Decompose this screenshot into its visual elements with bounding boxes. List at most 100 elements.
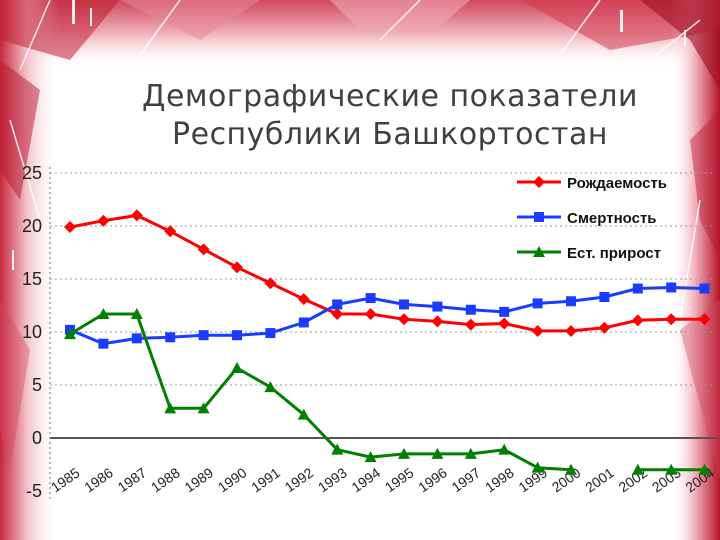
legend-label: Рождаемость (567, 175, 667, 192)
data-point (231, 362, 243, 374)
data-point (98, 338, 109, 349)
series-group (64, 209, 711, 475)
chart-title-line-2: Республики Башкортостан (172, 117, 608, 152)
series-3 (64, 307, 711, 475)
data-point (364, 307, 377, 320)
data-point (531, 324, 544, 337)
series-line-2 (69, 286, 705, 346)
data-point (598, 321, 611, 334)
data-point (297, 408, 310, 420)
legend-marker (534, 212, 544, 222)
x-tick-label: 1988 (148, 464, 183, 495)
data-point (97, 307, 110, 319)
data-point (399, 299, 409, 310)
data-point (431, 447, 444, 459)
data-point (130, 307, 143, 319)
x-tick-label: 2001 (582, 464, 617, 495)
legend-item-3: Ест. прирост (517, 245, 661, 262)
y-tick-label: 15 (22, 269, 42, 289)
data-point (331, 443, 344, 455)
data-point (531, 461, 544, 473)
data-point (197, 402, 210, 414)
x-tick-label: 1989 (181, 464, 216, 495)
data-point (298, 317, 309, 328)
legend-item-2: Смертность (517, 210, 657, 227)
data-point (398, 313, 410, 326)
data-point (165, 332, 176, 343)
x-tick-label: 1996 (415, 464, 450, 495)
data-point (698, 463, 711, 475)
y-tick-labels: 25 20 15 10 5 0 -5 (22, 163, 42, 501)
data-point (464, 447, 477, 459)
y-tick-label: 25 (22, 163, 42, 183)
legend-marker (533, 176, 545, 188)
x-tick-label: 1990 (215, 464, 250, 495)
data-point (164, 402, 177, 414)
data-point (197, 243, 210, 256)
data-point (97, 214, 110, 227)
data-point (565, 324, 577, 337)
y-tick-label: 20 (22, 216, 42, 236)
data-point (398, 447, 410, 459)
x-tick-label: 1985 (48, 464, 83, 495)
data-point (464, 318, 477, 331)
data-point (232, 330, 242, 341)
x-tick-label: 1991 (248, 464, 283, 495)
y-tick-label: 5 (32, 375, 42, 395)
data-point (364, 451, 377, 463)
data-point (64, 221, 76, 234)
data-point (631, 463, 644, 475)
data-point (332, 299, 343, 310)
chart-title-line-1: Демографические показатели (142, 79, 638, 114)
data-point (365, 293, 376, 304)
data-point (565, 463, 577, 475)
data-point (631, 314, 644, 327)
data-point (431, 315, 444, 328)
chart-title: Демографические показатели Республики Ба… (100, 78, 680, 154)
data-point (499, 306, 510, 317)
data-point (432, 301, 443, 312)
legend: Рождаемость Смертность Ест. прирост (517, 175, 667, 262)
x-tick-label: 1994 (348, 464, 383, 495)
data-point (498, 317, 511, 330)
data-point (130, 209, 143, 222)
data-point (164, 225, 177, 238)
data-point (599, 292, 610, 303)
x-tick-label: 1995 (382, 464, 417, 495)
data-point (699, 283, 710, 294)
data-point (698, 313, 711, 326)
data-point (265, 328, 276, 339)
x-tick-label: 1987 (115, 464, 150, 495)
series-2 (65, 282, 710, 349)
data-point (465, 304, 476, 315)
data-point (231, 261, 243, 274)
data-point (632, 283, 643, 294)
data-point (264, 381, 277, 393)
data-point (297, 293, 310, 306)
data-point (331, 307, 344, 320)
series-line-1 (69, 213, 705, 333)
y-tick-label: -5 (26, 481, 42, 501)
data-point (665, 313, 678, 326)
data-point (198, 330, 209, 341)
data-point (666, 282, 677, 293)
x-tick-labels: 1985198619871988198919901991199219931994… (48, 464, 717, 495)
legend-label: Смертность (567, 210, 657, 227)
data-point (64, 328, 76, 340)
data-point (264, 277, 277, 290)
x-tick-label: 1992 (282, 464, 317, 495)
axes (49, 167, 718, 500)
series-1 (64, 209, 711, 337)
x-tick-label: 1993 (315, 464, 350, 495)
y-tick-label: 0 (32, 428, 42, 448)
y-tick-label: 10 (22, 322, 42, 342)
x-tick-label: 1998 (482, 464, 517, 495)
legend-item-1: Рождаемость (517, 175, 667, 192)
data-point (131, 333, 142, 344)
x-tick-label: 1986 (81, 464, 116, 495)
data-point (532, 298, 543, 309)
legend-label: Ест. прирост (567, 245, 661, 262)
data-point (566, 296, 576, 307)
